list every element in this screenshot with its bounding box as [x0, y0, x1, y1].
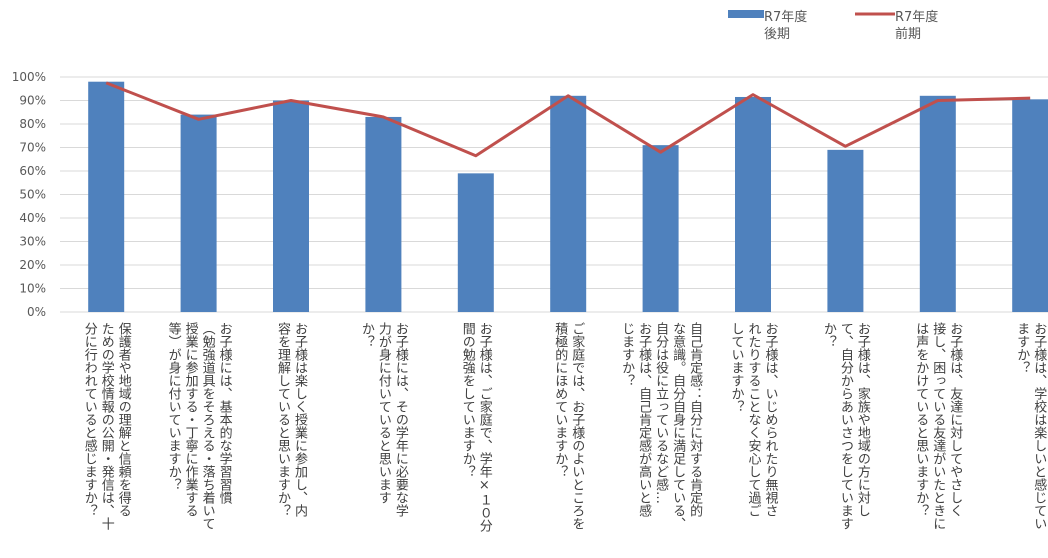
y-tick-label: 10%: [19, 282, 46, 296]
bar: [1012, 99, 1048, 312]
y-tick-label: 60%: [19, 164, 46, 178]
x-tick-label: 保護者や地域の理解と信頼を得る ための学校情報の公開・発信は、十 分に行われてい…: [81, 322, 131, 530]
x-tick-label: お子様には、その学年に必要な学 力が身に付いていると思います か？: [358, 322, 408, 517]
bar: [550, 95, 587, 312]
y-tick-label: 90%: [19, 94, 46, 108]
y-tick-label: 80%: [19, 117, 46, 131]
bar: [827, 149, 864, 312]
legend-label: R7年度: [895, 9, 938, 25]
y-tick-label: 20%: [19, 258, 46, 272]
y-axis-ticks: 0% 10% 20% 30% 40% 50% 60% 70% 80% 90% 100%: [12, 70, 46, 319]
y-tick-label: 100%: [12, 70, 46, 84]
legend-label: R7年度: [764, 9, 807, 25]
bar: [642, 145, 679, 312]
x-tick-label: お子様は楽しく授業に参加し、内 容を理解していると思いますか？: [275, 322, 307, 517]
x-tick-label: ご家庭では、お子様のよいところを 積極的にほめていますか？: [552, 322, 585, 530]
legend-label: 前期: [895, 26, 921, 42]
y-tick-label: 70%: [19, 141, 46, 155]
bar: [735, 96, 771, 312]
line-series: [105, 81, 1031, 158]
bar: [919, 95, 956, 312]
y-tick-label: 30%: [19, 235, 46, 249]
bar: [365, 116, 402, 312]
x-tick-label: お子様は、友達に対してやさしく 接し、困っている友達がいたときに は声をかけてい…: [913, 322, 963, 530]
y-tick-label: 50%: [19, 188, 46, 202]
legend-swatch-bar: [728, 10, 764, 18]
x-tick-label: お子様は、家族や地域の方に対し て、自分からあいさつをしています か？: [820, 322, 870, 530]
y-tick-label: 40%: [19, 211, 46, 225]
bar: [180, 114, 217, 312]
y-tick-label: 0%: [27, 305, 46, 319]
bar: [273, 100, 309, 312]
x-tick-label: お子様は、ご家庭で、学年×１０分 間の勉強をしていますか？: [459, 322, 492, 532]
x-tick-label: 自己肯定感：自分に対する肯定的 な意識。自分自身に満足している、 自分は役に立っ…: [619, 322, 703, 530]
bar-series: [88, 81, 1048, 312]
legend-label: 後期: [764, 27, 790, 42]
x-tick-label: お子様は、学校は楽しいと感じてい ますか？: [1014, 322, 1047, 530]
bar: [88, 81, 125, 312]
x-tick-label: お子様には、基本的な学習習慣 （勉強道具をそろえる・落ち着いて 授業に参加する・…: [165, 322, 232, 530]
bar: [457, 173, 494, 312]
x-tick-label: お子様は、いじめられたり無視さ れたりすることなく安心して過ご していますか？: [728, 322, 778, 517]
